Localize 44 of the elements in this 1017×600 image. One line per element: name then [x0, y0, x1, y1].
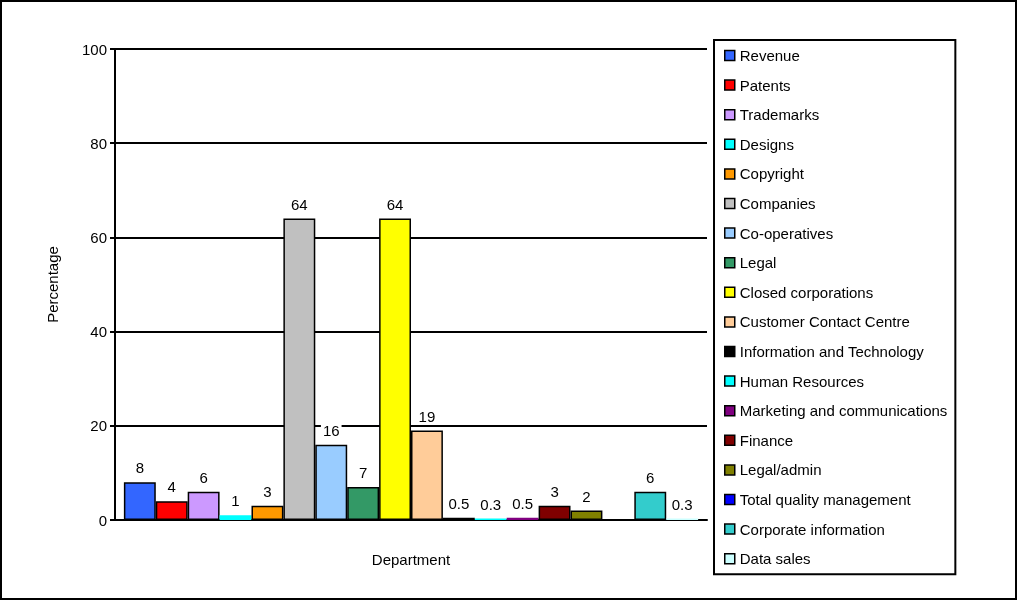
data-label: 6	[646, 468, 655, 486]
y-tick-label: 40	[90, 323, 107, 341]
legend-label: Legal	[739, 254, 777, 272]
data-label: 6	[199, 468, 208, 486]
y-tick-label: 100	[81, 40, 107, 58]
y-axis-title: Percentage	[44, 246, 61, 323]
y-tick-label: 0	[98, 511, 107, 529]
data-label: 64	[386, 195, 404, 213]
legend-label: Co-operatives	[739, 224, 834, 242]
y-tick-label: 80	[90, 134, 107, 152]
data-label: 7	[358, 464, 368, 482]
y-tick-label: 20	[90, 417, 107, 435]
data-label: 64	[291, 195, 308, 213]
legend-label: Trademarks	[739, 106, 820, 124]
data-label: 4	[167, 478, 176, 496]
data-label: 3	[263, 482, 272, 500]
legend-label: Total quality management	[739, 491, 912, 508]
legend-label: Human Resources	[739, 372, 864, 390]
data-label: 19	[418, 407, 436, 425]
legend-label: Customer Contact Centre	[739, 313, 910, 331]
legend-label: Information and Technology	[739, 343, 925, 360]
legend-label: Copyright	[739, 165, 805, 183]
data-label: 0.3	[480, 495, 502, 513]
legend-label: Marketing and communications	[739, 402, 948, 420]
data-label: 0.3	[671, 495, 693, 513]
data-label: 1	[231, 492, 240, 510]
legend-label: Finance	[739, 431, 794, 449]
x-axis-title: Department	[371, 551, 452, 568]
data-label: 3	[550, 482, 559, 500]
legend-label: Legal/admin	[739, 461, 822, 479]
data-label: 8	[135, 459, 144, 477]
data-label: 2	[582, 487, 591, 505]
legend-label: Corporate information	[739, 520, 885, 538]
data-label: 0.5	[448, 494, 470, 512]
legend-label: Data sales	[739, 550, 811, 568]
legend-label: Patents	[739, 76, 791, 94]
bar	[219, 515, 252, 520]
data-label: 16	[322, 421, 340, 439]
legend-label: Closed corporations	[739, 283, 874, 301]
y-tick-label: 60	[90, 228, 107, 246]
data-label: 0.5	[512, 494, 534, 512]
legend-label: Companies	[739, 195, 816, 212]
legend-label: Revenue	[739, 47, 800, 64]
legend-label: Designs	[739, 135, 794, 153]
